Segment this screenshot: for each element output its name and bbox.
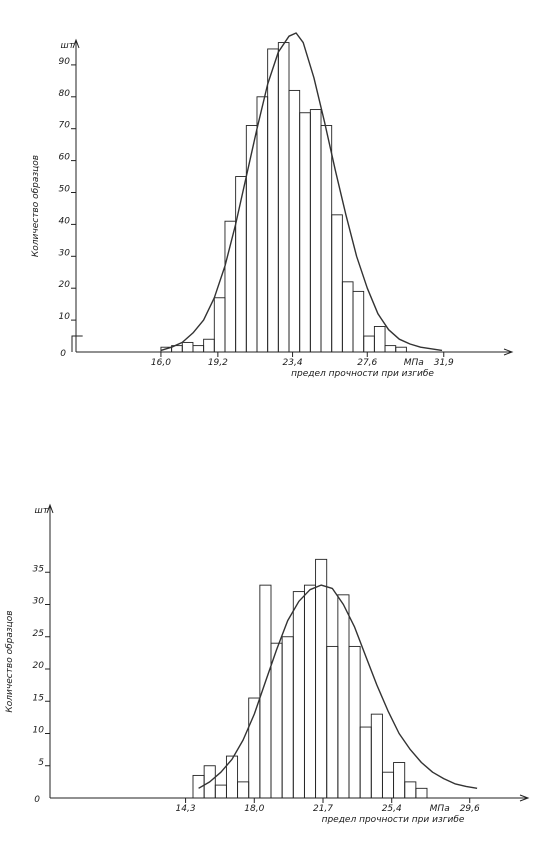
histogram-bar [384,345,397,353]
y-tick-label: 25 [33,629,45,639]
histogram-bar [359,726,372,799]
origin-label: 0 [34,795,40,805]
histogram-bar [237,781,250,799]
x-tick-label: 25,4 [382,804,402,814]
histogram-bar [393,762,406,799]
x-tick-label: 21,7 [313,804,333,814]
y-tick-label: 70 [59,121,71,131]
histogram-bar [337,594,350,799]
y-tick-label: 90 [59,57,71,67]
histogram-bar [415,787,428,799]
y-tick-label: 30 [59,248,71,258]
histogram-bar [288,89,301,353]
histogram-bar [395,346,407,353]
histogram-bar [277,42,290,353]
y-axis-arrow [46,503,54,514]
isolated-bar [71,335,83,352]
histogram-bar [331,214,343,353]
histogram-bar [381,771,395,799]
distribution-curve [160,32,443,352]
x-tick-label: 18,0 [244,804,264,814]
histogram-bar [320,125,333,353]
y-tick-label: 10 [59,312,71,322]
x-axis-title: предел прочности при изгибе [322,815,465,825]
histogram-bar [214,784,227,799]
chart-top: 10 20 30 40 50 60 70 80 90 0 шт Количество образцов… [31,32,514,379]
histogram-bar [192,345,205,353]
y-tick-label: 40 [59,216,71,226]
histogram-bar [203,765,216,799]
origin-label: 0 [60,349,66,359]
x-tick-label: 14,3 [176,804,196,814]
histogram-bar [303,584,317,799]
x-tick-label: 29,6 [460,804,480,814]
histogram-bar [203,338,215,353]
y-unit-label: шт [35,506,49,516]
histogram-bar [404,781,417,799]
histogram-bar [341,281,354,353]
x-tick-label: 23,4 [283,358,303,368]
x-tick-label: 31,9 [434,358,454,368]
x-tick-label: 19,2 [208,358,228,368]
x-axis-arrow [503,348,514,356]
y-tick-label: 5 [38,758,44,768]
y-tick-label: 15 [33,693,45,703]
histogram-bar [326,645,339,799]
histogram-bar [181,341,194,353]
histogram-bar [292,591,305,799]
histogram-bar [225,755,239,799]
y-tick-label: 50 [59,185,71,195]
y-tick-label: 30 [33,597,45,607]
y-axis-title: Количество образцов [5,610,15,712]
histogram-bar [267,48,279,353]
histogram-bar [315,558,328,799]
histogram-bar [299,112,311,353]
histogram-bar [373,326,386,353]
histogram-bar [270,642,283,799]
distribution-curve [198,584,478,789]
y-tick-label: 80 [59,89,71,99]
x-unit-label: МПа [404,358,424,368]
histogram-bar [256,96,269,353]
x-tick-label: 16,0 [151,358,171,368]
histogram-bar [213,297,226,353]
histogram-bar [370,713,383,799]
x-axis-arrow [519,794,530,802]
histogram-bar [352,290,365,353]
y-tick-label: 20 [59,280,71,290]
y-tick-label: 10 [33,726,45,736]
x-tick-label: 27,6 [357,358,377,368]
y-unit-label: шт [61,41,75,51]
histogram-bar [281,636,294,799]
x-axis-title: предел прочности при изгибе [291,369,434,379]
chart-bottom: 5 10 15 20 25 30 35 0 шт Количество образцов 14,3 1… [5,503,530,825]
y-tick-label: 20 [33,661,45,671]
histogram-bar [363,335,375,353]
y-tick-label: 35 [33,564,45,574]
histogram-bar [224,220,237,353]
y-axis-arrow [72,38,80,49]
histogram-bar [245,125,258,353]
x-unit-label: МПа [430,804,450,814]
histogram-bar [309,109,322,353]
y-axis-title: Количество образцов [31,155,41,257]
histogram-bar [348,645,361,799]
y-tick-label: 60 [59,153,71,163]
